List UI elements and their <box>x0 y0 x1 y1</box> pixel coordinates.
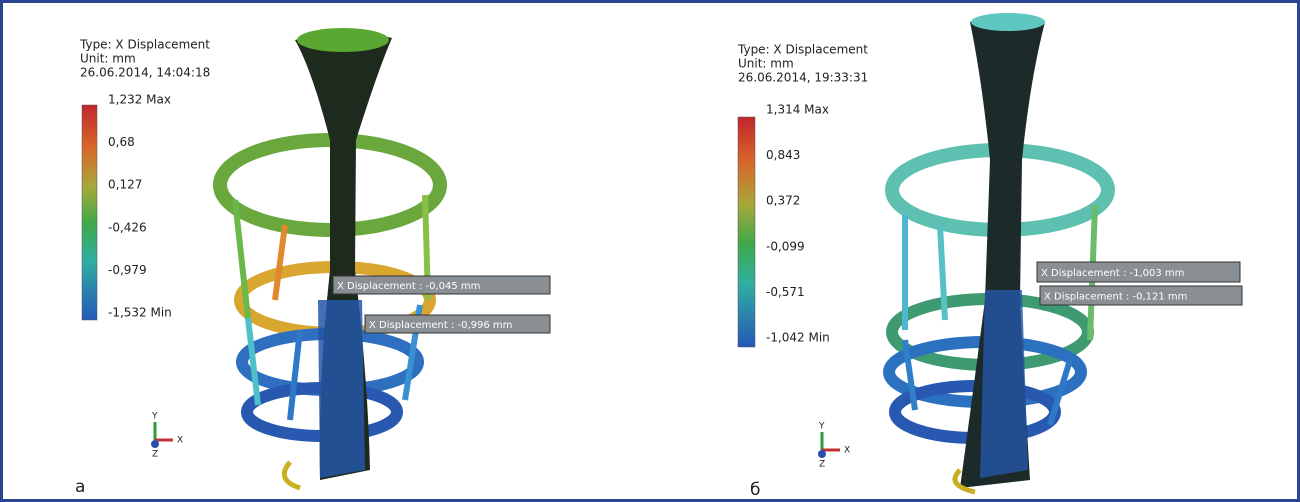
legend-timestamp: 26.06.2014, 14:04:18 <box>80 66 210 80</box>
axis-label: Z <box>152 450 158 460</box>
legend-unit: Unit: mm <box>738 57 794 71</box>
scale-label: -0,426 <box>108 220 147 234</box>
callout-text: X Displacement : -0,996 mm <box>369 320 512 331</box>
color-bar <box>82 105 97 320</box>
legend-timestamp: 26.06.2014, 19:33:31 <box>738 71 868 85</box>
figure: Type: X DisplacementUnit: mm26.06.2014, … <box>0 0 1300 502</box>
panel-label: б <box>750 480 760 500</box>
legend-unit: Unit: mm <box>80 52 136 66</box>
legend-type: Type: X Displacement <box>737 43 868 57</box>
scale-label: 1,314 Max <box>766 103 829 117</box>
scale-label: -1,042 Min <box>766 331 830 345</box>
callout-text: X Displacement : -0,045 mm <box>337 281 480 292</box>
axis-label: X <box>177 436 183 446</box>
color-bar <box>738 117 755 347</box>
scale-label: -1,532 Min <box>108 306 172 320</box>
scale-label: 1,232 Max <box>108 93 171 107</box>
callout-text: X Displacement : -1,003 mm <box>1041 268 1184 279</box>
axis-z <box>151 440 159 448</box>
scale-label: 0,843 <box>766 148 800 162</box>
axis-label: X <box>844 446 850 456</box>
callout-text: X Displacement : -0,121 mm <box>1044 292 1187 303</box>
axis-label: Z <box>819 460 825 470</box>
scale-label: -0,099 <box>766 239 805 253</box>
scale-label: 0,372 <box>766 194 800 208</box>
scale-label: 0,127 <box>108 178 142 192</box>
legend-type: Type: X Displacement <box>79 38 210 52</box>
scale-label: -0,979 <box>108 263 147 277</box>
scale-label: -0,571 <box>766 285 805 299</box>
panel-label: а <box>75 477 85 497</box>
axis-z <box>818 450 826 458</box>
scale-label: 0,68 <box>108 135 135 149</box>
axis-label: Y <box>151 412 158 422</box>
axis-label: Y <box>818 422 825 432</box>
